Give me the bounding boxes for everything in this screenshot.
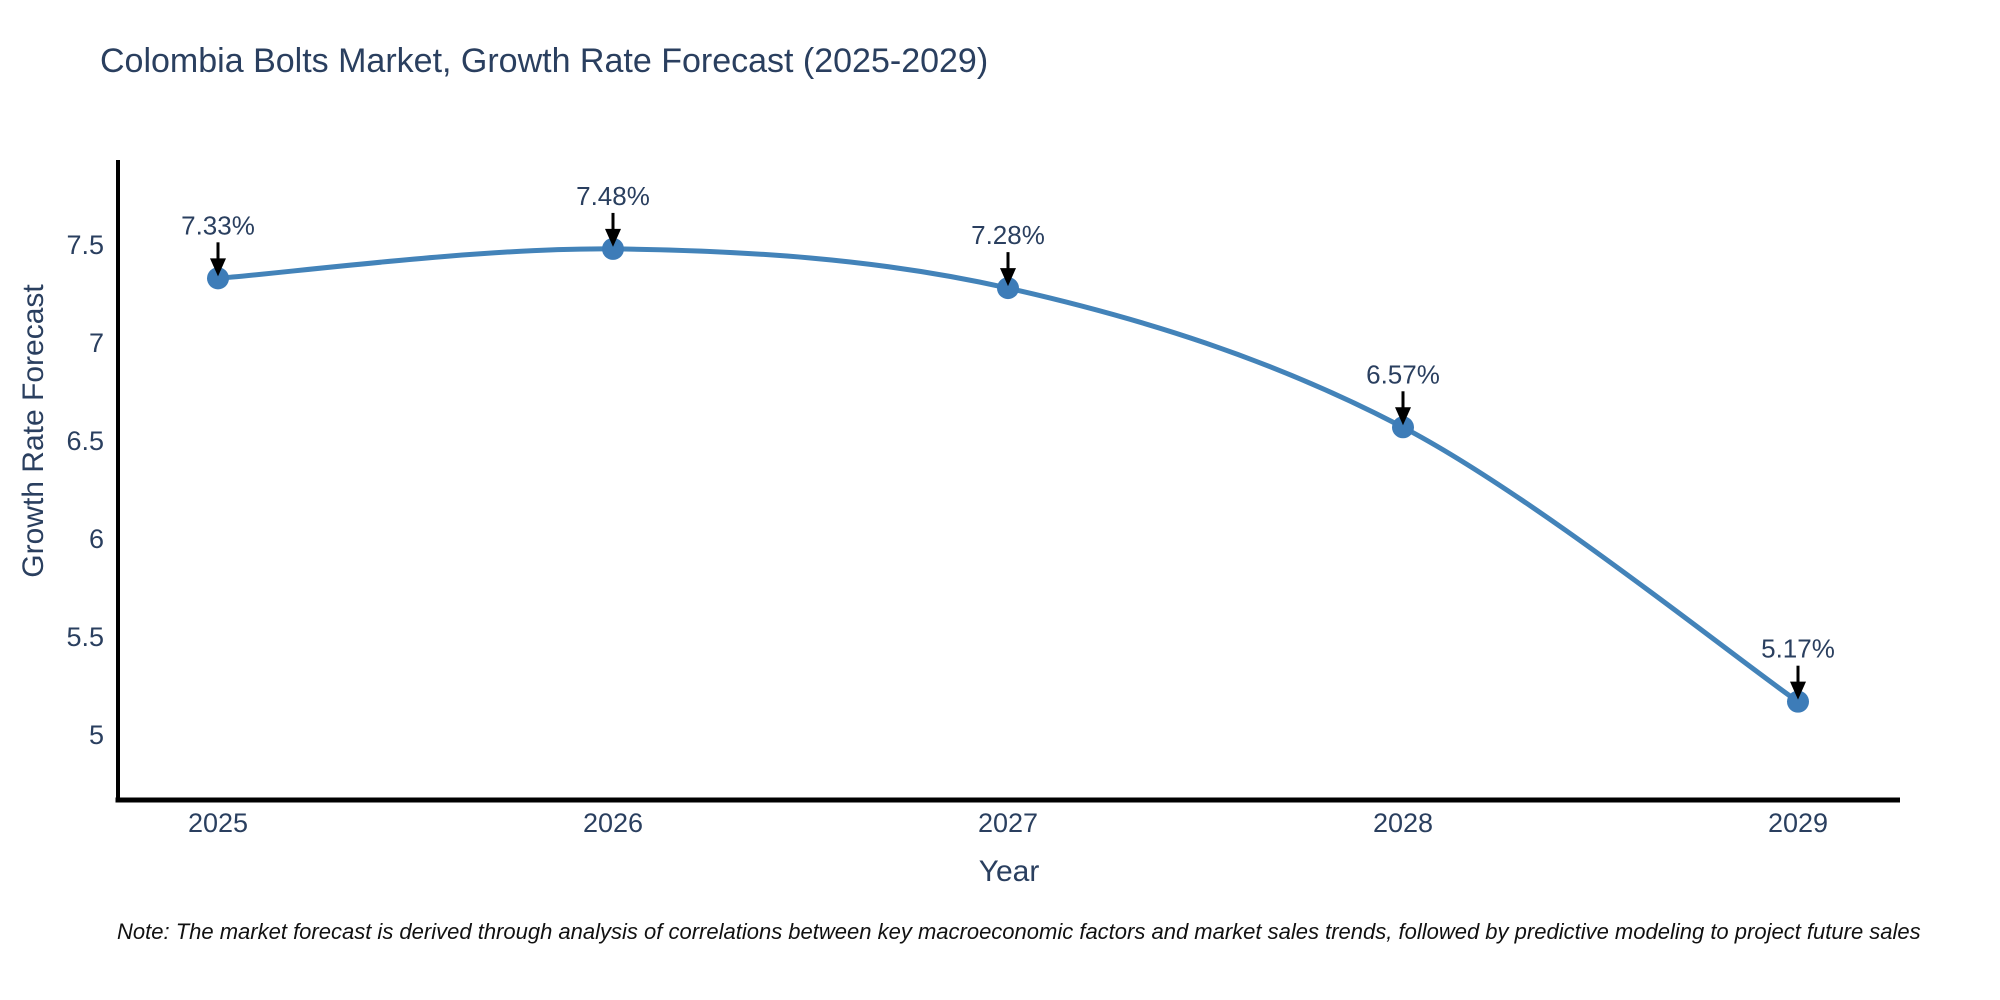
data-point-label: 7.28% xyxy=(971,220,1045,250)
x-tick-label: 2026 xyxy=(583,808,643,838)
chart-title: Colombia Bolts Market, Growth Rate Forec… xyxy=(100,42,989,80)
data-point-marker[interactable] xyxy=(1392,416,1414,439)
data-point-marker[interactable] xyxy=(997,277,1019,300)
data-point-label: 7.33% xyxy=(181,210,255,240)
x-tick-label: 2027 xyxy=(978,808,1038,838)
y-tick-label: 6.5 xyxy=(66,426,104,456)
y-tick-label: 5 xyxy=(89,720,104,750)
x-tick-label: 2025 xyxy=(188,808,248,838)
annotation-arrowhead-icon xyxy=(1395,407,1411,426)
data-point-marker[interactable] xyxy=(207,267,229,290)
data-point-label: 5.17% xyxy=(1761,634,1835,664)
data-point-marker[interactable] xyxy=(602,237,624,260)
y-tick-label: 7.5 xyxy=(66,230,104,260)
data-point-marker[interactable] xyxy=(1787,690,1809,713)
annotation-arrowhead-icon xyxy=(1000,268,1016,287)
x-tick-label: 2029 xyxy=(1768,808,1828,838)
annotation-arrowhead-icon xyxy=(210,258,226,277)
y-tick-label: 6 xyxy=(89,524,104,554)
y-tick-label: 5.5 xyxy=(66,622,104,652)
x-tick-label: 2028 xyxy=(1373,808,1433,838)
x-axis-title: Year xyxy=(978,855,1040,888)
y-tick-label: 7 xyxy=(89,328,104,358)
forecast-line xyxy=(215,246,1801,705)
annotation-arrowhead-icon xyxy=(1790,681,1806,700)
data-point-label: 7.48% xyxy=(576,181,650,211)
chart-footnote: Note: The market forecast is derived thr… xyxy=(117,919,1921,944)
annotation-arrowhead-icon xyxy=(605,228,621,247)
data-point-label: 6.57% xyxy=(1366,359,1440,389)
